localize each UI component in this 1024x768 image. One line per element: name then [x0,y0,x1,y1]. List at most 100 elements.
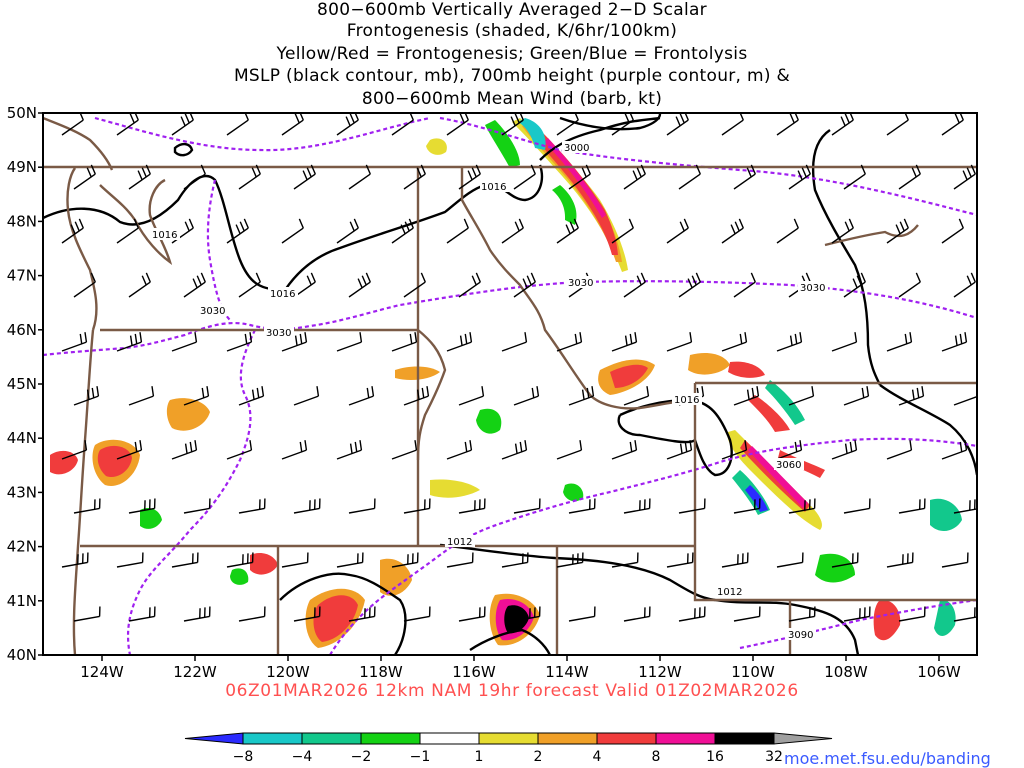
wind-barb [238,272,261,298]
wind-barb [666,218,689,244]
height-contours [43,116,977,655]
wind-barb [116,552,144,568]
wind-barb [776,332,803,352]
colorbar-label: 2 [534,749,543,765]
wind-barb [721,218,744,244]
contour-labels: 1016 1016 1016 1016 1012 1012 3000 3030 … [150,141,828,641]
wind-barb [831,332,858,352]
wind-barb [886,332,913,352]
wind-barb [941,113,964,136]
colorbar-label: −2 [351,749,372,765]
wind-barb [336,332,363,352]
wind-barb [391,332,418,352]
wind-barb [556,440,583,460]
wind-barb [73,498,101,514]
wind-barb [171,113,194,136]
wind-barb [721,552,749,568]
wind-barb [776,218,799,244]
wind-barb [293,606,321,622]
wind-barb [831,218,854,244]
colorbar-label: −1 [410,749,431,765]
wind-barb [788,606,816,622]
wind-barb [623,164,646,190]
wind-barb [843,498,871,514]
wind-barb [611,552,639,568]
wind-barb [788,164,811,190]
wind-barb [568,386,595,406]
wind-barb [788,498,816,514]
wind-barb [183,272,206,298]
wind-barb [953,386,977,406]
colorbar-segment [242,732,303,745]
lat-label: 45N [7,375,37,393]
lon-label: 114W [545,663,589,681]
wind-barb [776,440,803,460]
wind-barb [886,552,914,568]
wind-barb [226,440,253,460]
wind-barb [348,164,371,190]
wind-barb [898,606,926,622]
height-label-3030-d: 3030 [800,283,825,294]
wind-barb [953,272,976,298]
lon-label: 110W [731,663,775,681]
wind-barb [73,164,96,190]
wind-barb [336,113,359,136]
colorbar-segment [655,732,716,745]
wind-barb [171,218,194,244]
lon-label: 112W [638,663,682,681]
source-credit[interactable]: moe.met.fsu.edu/banding [784,749,991,768]
mslp-label-1016-d: 1016 [674,395,699,406]
wind-barb [831,113,854,136]
mslp-label-1016-b: 1016 [152,230,177,241]
wind-barb [226,113,249,136]
wind-barb [171,552,199,568]
wind-barb [733,386,760,406]
lat-label: 49N [7,158,37,176]
wind-barb [446,113,469,136]
wind-barb [568,606,596,622]
wind-barb [226,332,253,352]
wind-barb [733,164,756,190]
wind-barb [666,113,689,136]
wind-barb [348,498,376,514]
wind-barb [843,272,866,298]
wind-barb [183,164,206,190]
wind-barb [886,113,909,136]
lat-label: 47N [7,267,37,285]
height-label-3030-b: 3030 [266,328,291,339]
wind-barb [73,272,96,298]
wind-barb [611,440,638,460]
wind-barb [403,498,431,514]
state-borders [43,116,977,655]
title-line-1: 800−600mb Vertically Averaged 2−D Scalar [317,0,707,20]
wind-barb [61,552,89,568]
wind-barb [171,332,198,352]
colorbar-segment [596,732,657,745]
frontogenesis-shading [50,118,962,648]
lat-label: 43N [7,483,37,501]
wind-barb [61,218,84,244]
colorbar-high-arrow [773,732,833,745]
title-line-2: Frontogenesis (shaded, K/6hr/100km) [346,21,678,41]
wind-barb [788,386,815,406]
wind-barb [446,332,473,352]
wind-barb [336,440,363,460]
colorbar-label: 32 [765,749,783,765]
wind-barb [391,440,418,460]
wind-barb [73,606,101,622]
wind-barb [403,164,426,190]
wind-barb [941,440,968,460]
title-line-4: MSLP (black contour, mb), 700mb height (… [233,66,791,86]
colorbar-label: 16 [706,749,724,765]
valid-time-text: 06Z01MAR2026 12km NAM 19hr forecast Vali… [225,681,799,701]
colorbar-label: 1 [475,749,484,765]
wind-barb [501,332,528,352]
height-label-3030-c: 3030 [568,278,593,289]
mslp-label-1016-c: 1016 [270,289,295,300]
wind-barb [556,113,579,136]
wind-barb [128,272,151,298]
colorbar-segment [478,732,539,745]
wind-barb [513,498,541,514]
wind-barb [458,498,486,514]
